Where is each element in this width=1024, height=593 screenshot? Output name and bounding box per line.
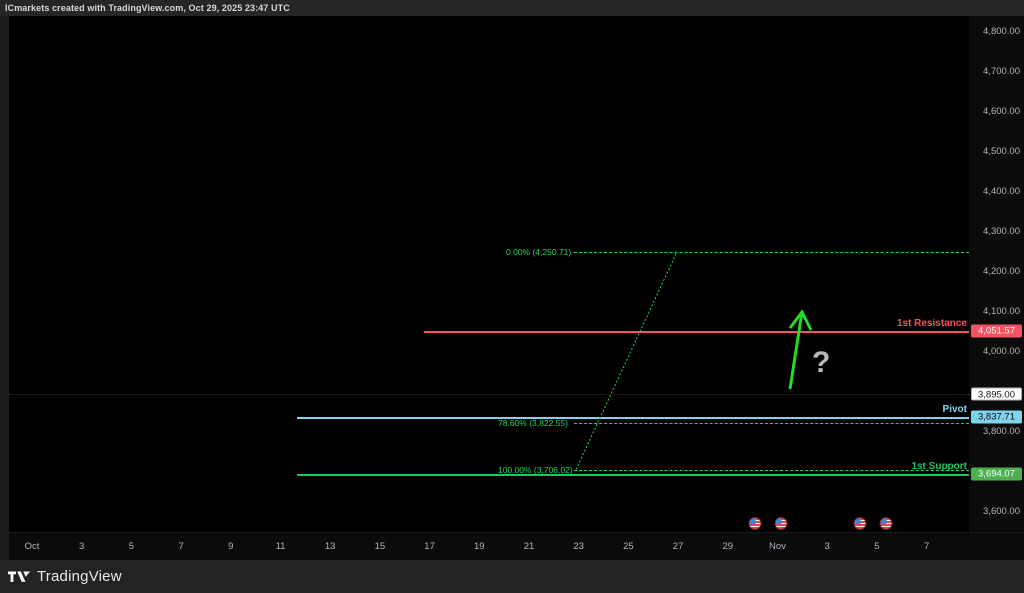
us-economic-event-flag[interactable] [748, 517, 762, 530]
price-axis-tick: 4,400.00 [983, 186, 1020, 197]
attribution-bar: ICmarkets created with TradingView.com, … [0, 0, 1024, 16]
time-axis-tick: 25 [623, 541, 634, 552]
time-axis-tick: 21 [523, 541, 535, 552]
time-axis-tick: Nov [769, 541, 786, 552]
time-axis-tick: 15 [374, 541, 386, 552]
price-axis-tick: 4,100.00 [983, 306, 1020, 317]
time-axis[interactable]: Oct 3 5 7 9 11 13 15 17 19 21 23 25 27 29 Nov 3 5 7 [9, 517, 1024, 560]
annotation-vector-layer [788, 309, 813, 390]
fibonacci-trendline [575, 251, 678, 470]
time-axis-tick: 17 [424, 541, 435, 552]
fibonacci-level-label: 100.00% (3,706.02) [498, 464, 573, 475]
price-level-line[interactable] [9, 394, 969, 395]
us-economic-event-flag[interactable] [879, 517, 893, 530]
price-level-label: Pivot [942, 403, 967, 415]
price-axis-tick: 3,600.00 [983, 506, 1020, 517]
time-axis-tick: 9 [228, 541, 234, 552]
us-economic-event-flag[interactable] [774, 517, 788, 530]
question-mark: ? [812, 346, 831, 379]
chart-frame: 1st Resistance Pivot 1st Support 0.00% (4,… [0, 16, 1024, 560]
us-economic-event-flag[interactable] [853, 517, 867, 530]
price-level-label: 1st Support [911, 461, 967, 473]
time-axis-tick: 29 [722, 541, 734, 552]
time-axis-tick: 5 [128, 541, 135, 552]
brand-name: TradingView [37, 568, 122, 585]
price-axis-tick: 4,000.00 [983, 346, 1020, 357]
price-axis-tick: 3,800.00 [983, 426, 1020, 437]
price-axis[interactable]: 4,800.00 4,700.00 4,600.00 4,500.00 4,400.00… [969, 16, 1024, 532]
time-axis-tick: 5 [874, 541, 880, 552]
time-axis-tick: 19 [474, 541, 485, 552]
price-level-line[interactable] [297, 474, 969, 477]
price-axis-tick: 4,300.00 [983, 226, 1020, 237]
time-axis-tick: Oct [24, 541, 40, 552]
time-axis-tick: 7 [178, 541, 184, 552]
price-level-line[interactable] [424, 331, 969, 334]
last-price-tag[interactable]: 3,895.00 [971, 387, 1022, 401]
price-level-line[interactable] [297, 416, 969, 419]
fibonacci-level-line[interactable] [574, 251, 969, 253]
bullish-arrow[interactable] [788, 309, 813, 390]
time-axis-tick: 7 [923, 541, 930, 552]
support-price-tag[interactable]: 3,694.07 [971, 467, 1022, 481]
price-axis-tick: 4,700.00 [983, 66, 1020, 77]
tradingview-logo-icon [8, 571, 30, 582]
fibonacci-level-line[interactable] [574, 422, 969, 424]
price-axis-tick: 4,800.00 [983, 26, 1020, 37]
time-axis-tick: 3 [79, 541, 85, 552]
fibonacci-level-label: 0.00% (4,250.71) [506, 246, 572, 257]
footer-logo-bar: TradingView [0, 560, 1024, 593]
price-axis-tick: 4,200.00 [983, 266, 1020, 277]
chart-plot-area[interactable]: 1st Resistance Pivot 1st Support 0.00% (4,… [9, 16, 969, 532]
time-axis-tick: 23 [573, 541, 584, 552]
time-axis-tick: 3 [824, 541, 830, 552]
price-axis-tick: 4,500.00 [983, 146, 1020, 157]
pivot-price-tag[interactable]: 3,837.71 [971, 410, 1022, 424]
fibonacci-level-label: 78.60% (3,822.55) [498, 417, 568, 428]
fibonacci-level-line[interactable] [574, 469, 969, 471]
price-axis-tick: 4,600.00 [983, 106, 1020, 117]
resistance-price-tag[interactable]: 4,051.57 [971, 324, 1022, 338]
time-axis-tick: 13 [324, 541, 336, 552]
price-level-label: 1st Resistance [896, 318, 967, 330]
time-axis-tick: 27 [672, 541, 684, 552]
time-axis-tick: 11 [275, 541, 286, 552]
